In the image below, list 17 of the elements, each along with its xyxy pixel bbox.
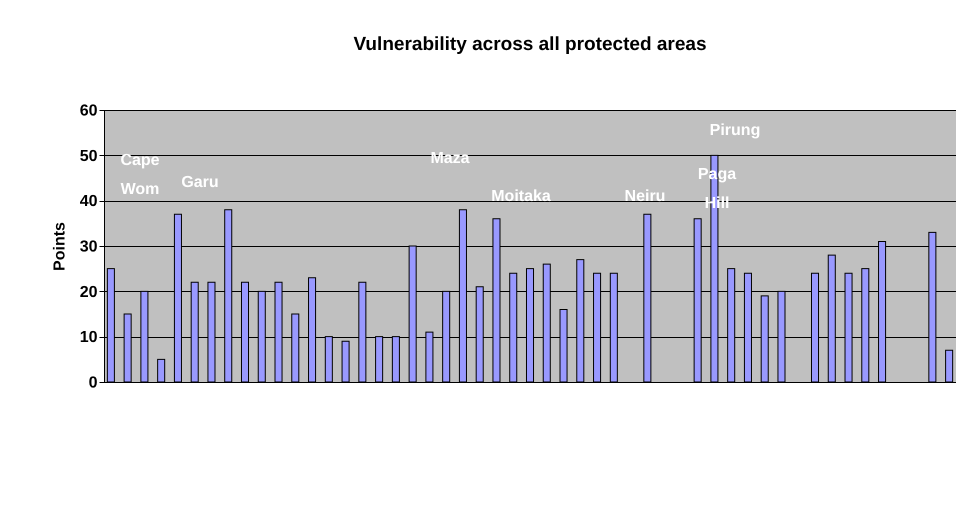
y-tick-label: 10 bbox=[80, 329, 98, 346]
annotation: Garu bbox=[181, 174, 219, 191]
annotation: Moitaka bbox=[491, 188, 551, 205]
chart-title: Vulnerability across all protected areas bbox=[353, 34, 707, 55]
y-tick-label: 30 bbox=[80, 238, 98, 256]
bar bbox=[945, 350, 954, 382]
y-tick-label: 50 bbox=[80, 148, 98, 165]
annotation: Neiru bbox=[624, 188, 666, 205]
y-tick-label: 60 bbox=[80, 102, 98, 120]
annotation: Pirung bbox=[710, 122, 760, 139]
y-tick-label: 40 bbox=[80, 193, 98, 210]
annotation: Cape Wom bbox=[120, 152, 160, 198]
y-tick-label: 20 bbox=[80, 284, 98, 301]
y-tick-label: 0 bbox=[88, 374, 98, 392]
bar bbox=[157, 358, 166, 382]
y-axis-title: Points bbox=[52, 222, 69, 271]
bar bbox=[342, 340, 350, 382]
